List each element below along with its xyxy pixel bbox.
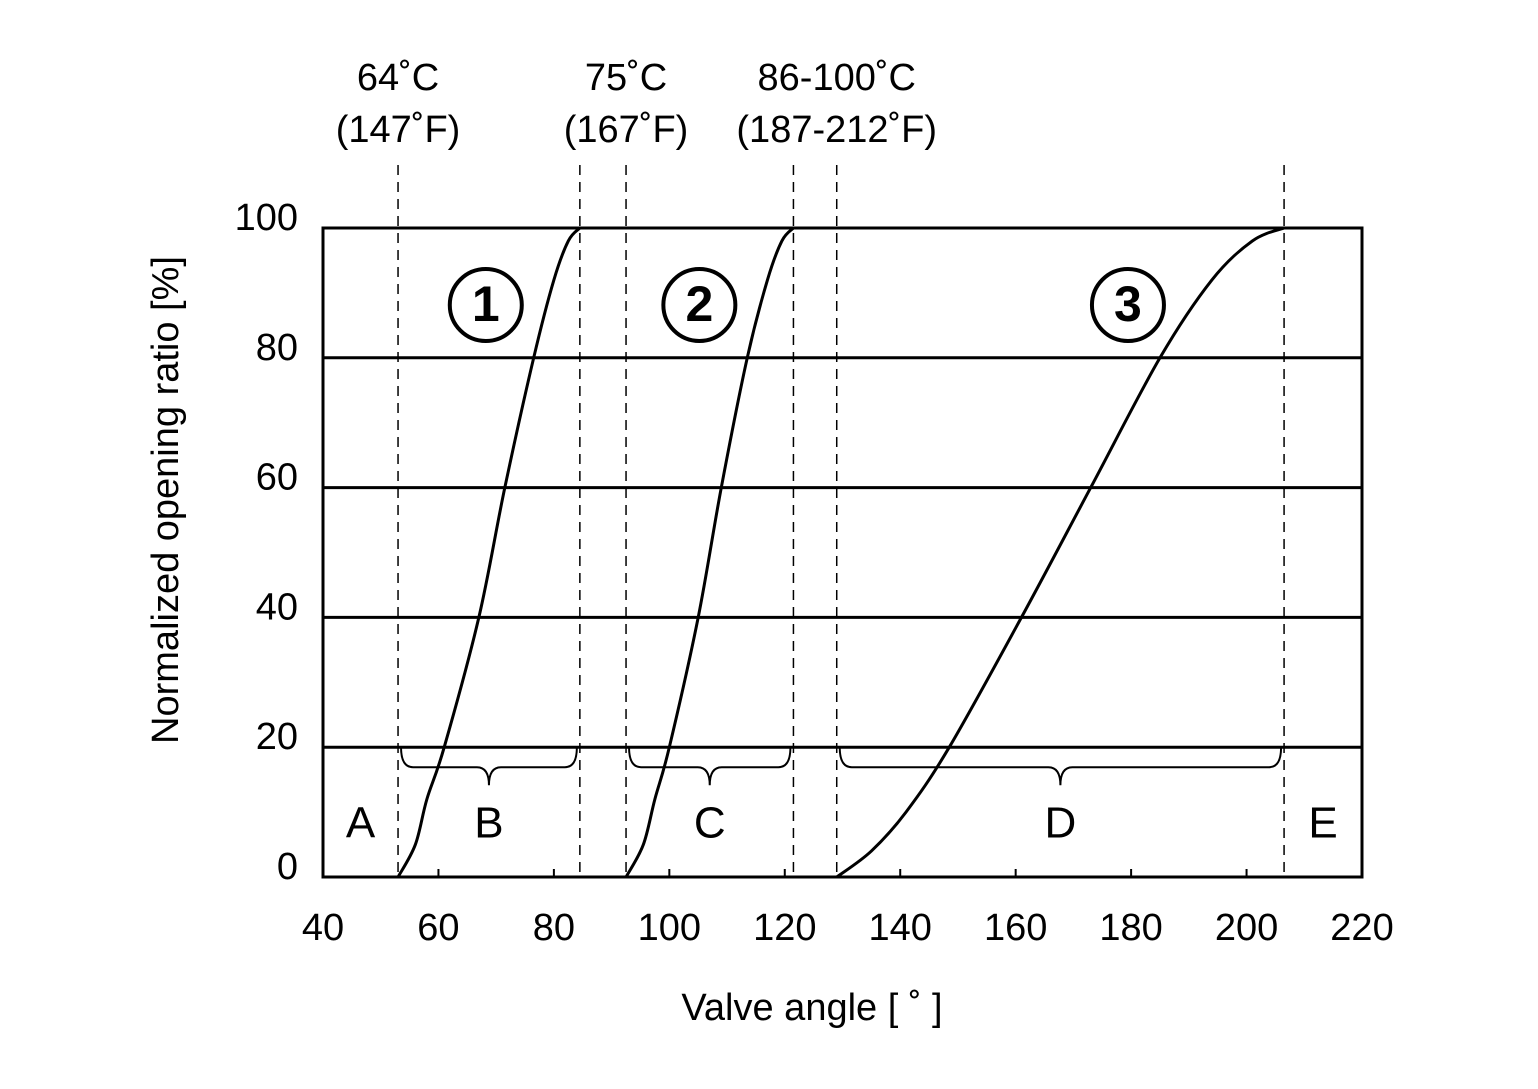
y-tick-label: 60 xyxy=(256,457,298,499)
y-tick-label: 0 xyxy=(277,846,298,888)
y-tick-label: 80 xyxy=(256,327,298,369)
curve-label-circle xyxy=(661,267,738,343)
x-tick-label: 200 xyxy=(1215,907,1278,949)
x-tick-label: 120 xyxy=(753,907,816,949)
y-axis-title: Normalized opening ratio [%] xyxy=(145,256,187,744)
x-tick-label: 40 xyxy=(302,907,344,949)
curve xyxy=(624,226,795,878)
curve-label-circle xyxy=(447,267,524,343)
temperature-label: (187-212˚F) xyxy=(736,109,937,151)
curve-label-circle xyxy=(1089,267,1166,343)
x-tick-label: 60 xyxy=(417,907,459,949)
x-tick-label: 140 xyxy=(869,907,932,949)
curve-label: 1 xyxy=(472,276,500,332)
brace xyxy=(628,747,792,786)
brace xyxy=(400,747,578,786)
curve xyxy=(835,226,1285,879)
brace xyxy=(838,747,1283,786)
zone-label: D xyxy=(1045,799,1077,848)
temperature-label: 64˚C xyxy=(357,57,439,99)
x-tick-label: 100 xyxy=(638,907,701,949)
x-tick-label: 160 xyxy=(984,907,1047,949)
temperature-label: (167˚F) xyxy=(564,109,689,151)
x-tick-label: 180 xyxy=(1099,907,1162,949)
zone-label: A xyxy=(346,799,376,848)
curve-label: 2 xyxy=(685,276,713,332)
x-tick-label: 80 xyxy=(533,907,575,949)
zone-label: E xyxy=(1308,799,1337,848)
x-axis-title: Valve angle [ ˚ ] xyxy=(681,987,942,1029)
y-tick-label: 100 xyxy=(235,197,298,239)
y-tick-label: 40 xyxy=(256,586,298,628)
temperature-label: 86-100˚C xyxy=(758,57,916,99)
x-tick-label: 220 xyxy=(1330,907,1393,949)
curve-label: 3 xyxy=(1114,276,1142,332)
curve xyxy=(396,226,581,878)
plot-frame xyxy=(321,226,1364,879)
zone-label: B xyxy=(474,799,503,848)
temperature-label: 75˚C xyxy=(585,57,667,99)
zone-label: C xyxy=(694,799,726,848)
temperature-label: (147˚F) xyxy=(336,109,461,151)
y-tick-label: 20 xyxy=(256,716,298,758)
